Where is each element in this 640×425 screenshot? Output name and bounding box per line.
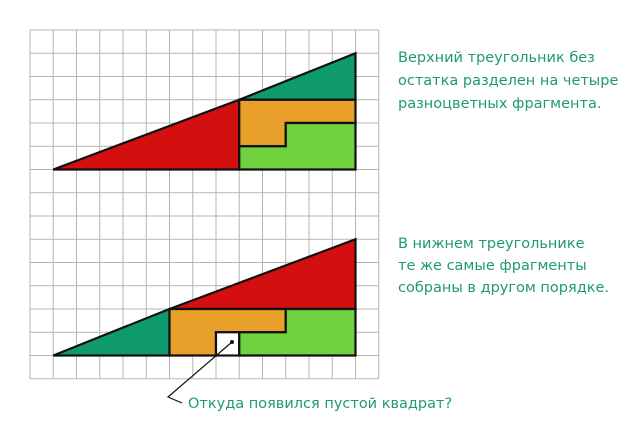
callout-line: [166, 341, 233, 404]
bottom-caption-line: собраны в другом порядке.: [398, 280, 609, 296]
top-caption-line: Верхний треугольник без: [398, 50, 595, 66]
top-caption-line: остатка разделен на четыре: [398, 73, 618, 89]
green-piece: [238, 121, 357, 171]
top-caption-line: разноцветных фрагмента.: [398, 96, 601, 112]
top-triangle: [52, 51, 357, 171]
green-piece: [238, 307, 357, 357]
bottom-caption-line: В нижнем треугольнике: [398, 236, 585, 252]
question: Откуда появился пустой квадрат?: [188, 396, 452, 412]
bottom-triangle: [52, 237, 357, 357]
bottom-caption-line: те же самые фрагменты: [398, 258, 587, 274]
